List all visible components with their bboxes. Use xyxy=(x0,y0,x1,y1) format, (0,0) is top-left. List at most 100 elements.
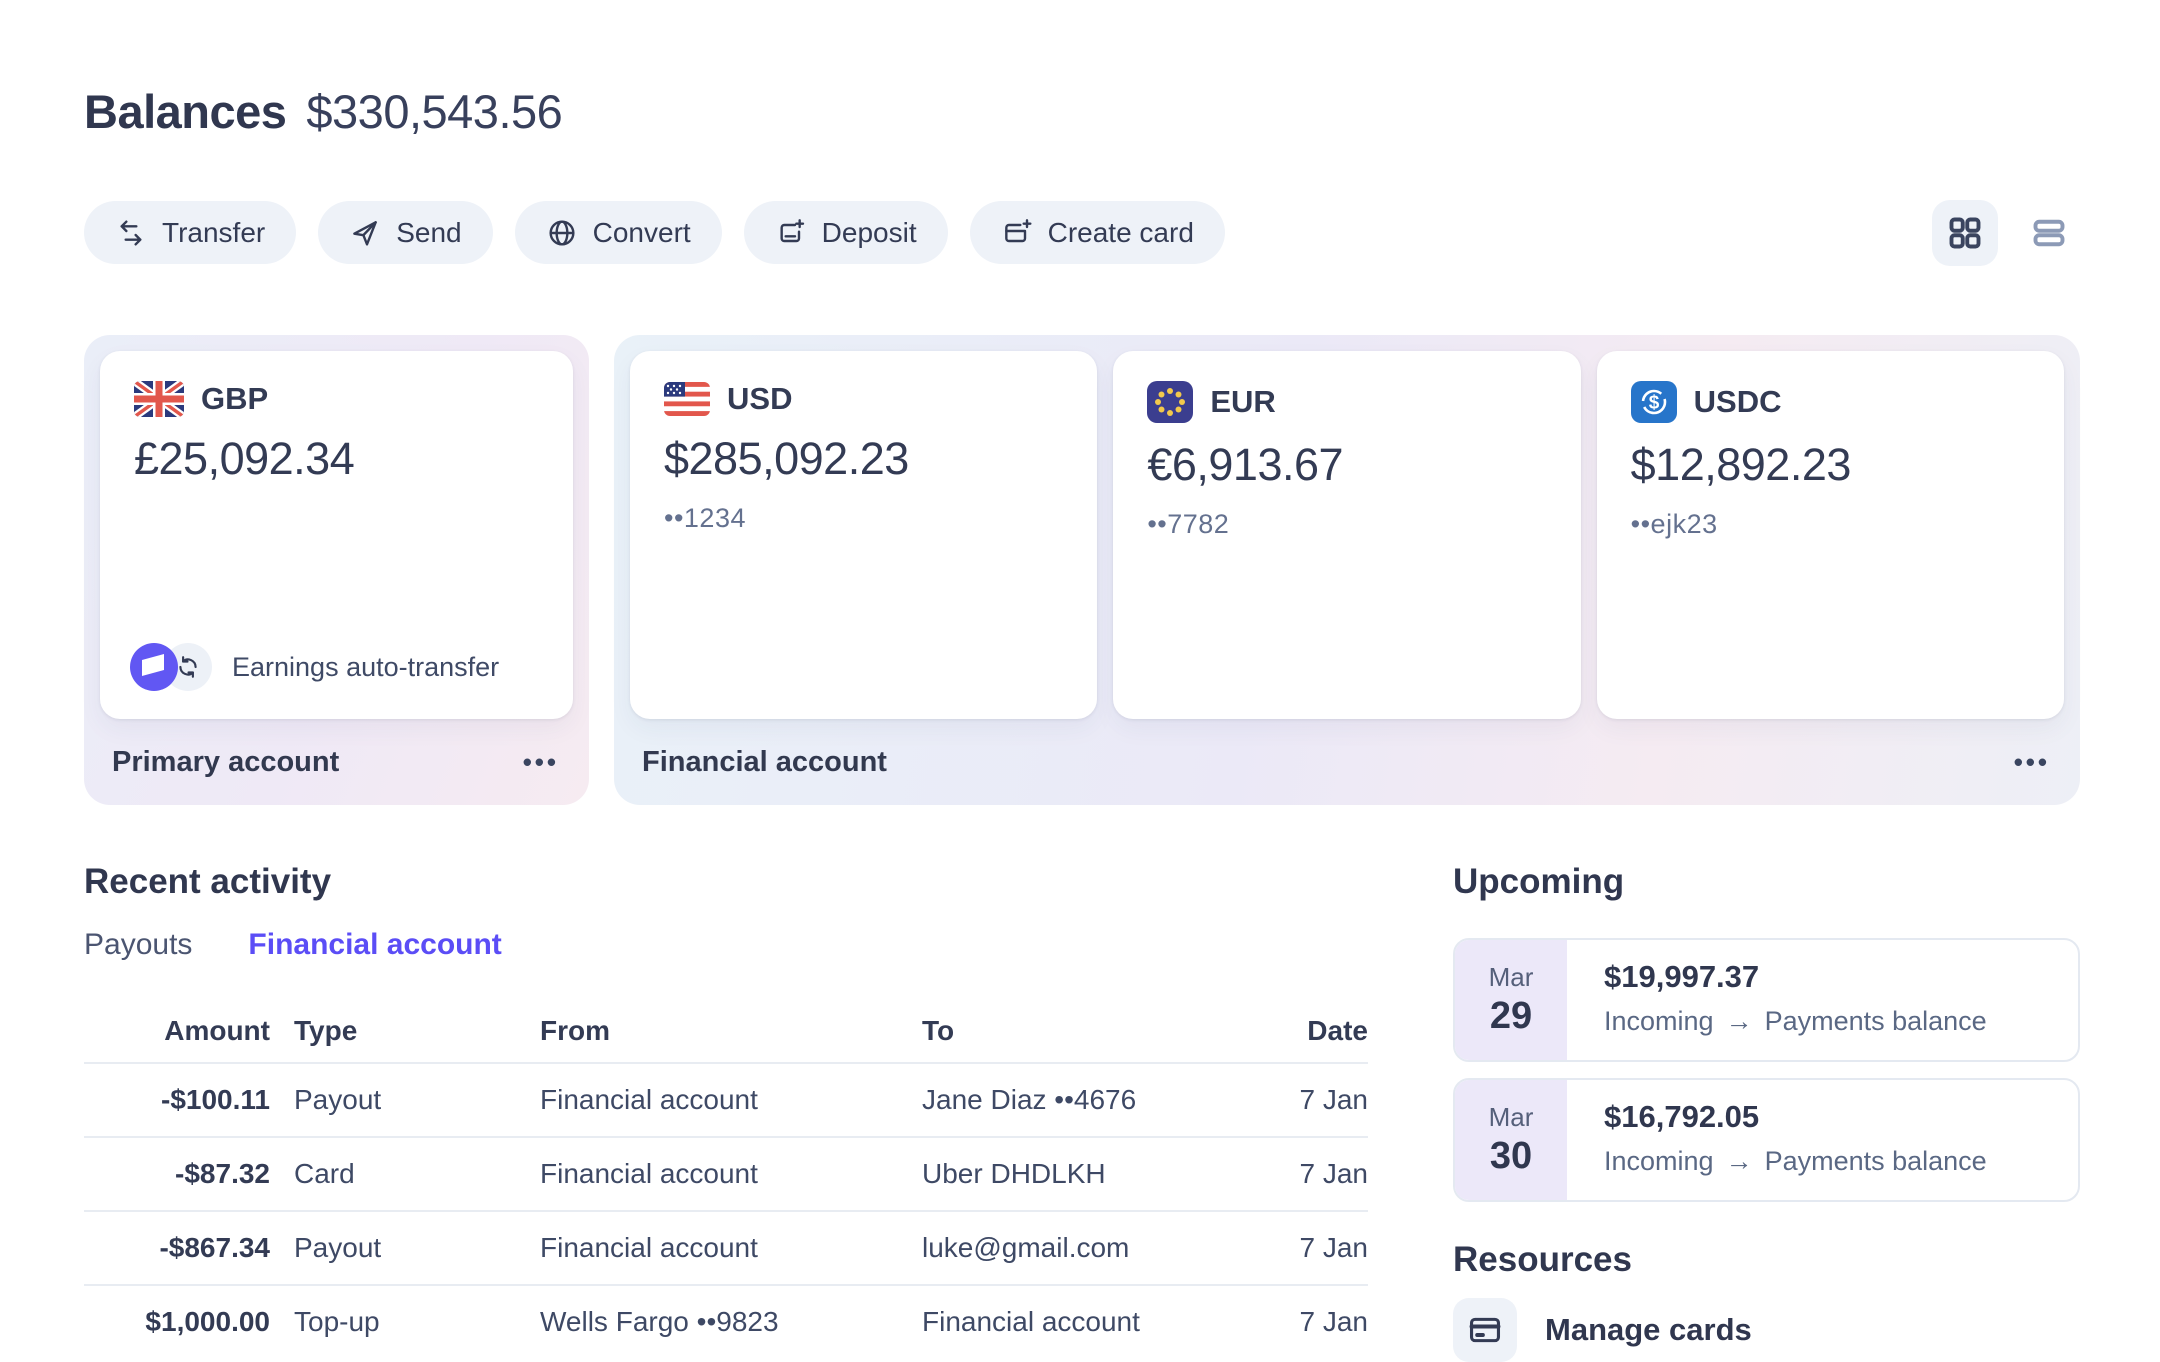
card-icon xyxy=(1453,1298,1517,1362)
tab-financial-account[interactable]: Financial account xyxy=(248,928,502,961)
transfer-icon xyxy=(120,219,142,246)
convert-button[interactable]: Convert xyxy=(514,201,722,264)
account-ref: ••7782 xyxy=(1147,509,1230,539)
grid-view-button[interactable] xyxy=(1932,200,1998,266)
upcoming-month: Mar xyxy=(1488,962,1534,992)
recent-activity-title: Recent activity xyxy=(84,862,332,901)
upcoming-day: 30 xyxy=(1489,1135,1533,1177)
upcoming-desc: Incoming → Payments balance xyxy=(1604,1146,1987,1177)
gb-flag-icon xyxy=(134,381,184,417)
list-view-icon xyxy=(2033,219,2065,247)
usdc-balance-card[interactable]: $ USDC $12,892.23 ••ejk23 xyxy=(1596,351,2064,719)
create-card-icon xyxy=(1004,218,1032,242)
upcoming-month: Mar xyxy=(1488,1102,1534,1132)
total-balance: $330,543.56 xyxy=(306,85,563,138)
col-date: Date xyxy=(1307,1015,1368,1046)
eur-balance-card[interactable]: EUR €6,913.67 ••7782 xyxy=(1113,351,1581,719)
deposit-icon xyxy=(780,218,804,242)
currency-label: GBP xyxy=(201,381,269,416)
deposit-label: Deposit xyxy=(821,216,917,248)
page-title: Balances $330,543.56 xyxy=(84,84,563,139)
eu-flag-icon xyxy=(1147,381,1194,423)
col-amount: Amount xyxy=(164,1015,270,1046)
recent-activity-tabs: Payouts Financial account xyxy=(84,928,502,962)
financial-account-menu-button[interactable]: ••• xyxy=(2013,747,2050,777)
upcoming-date: Mar 30 xyxy=(1455,1080,1567,1200)
grid-view-icon xyxy=(1949,217,1981,249)
action-bar: Transfer Send Convert Deposit xyxy=(84,201,1225,264)
convert-label: Convert xyxy=(592,216,691,248)
cell-to: Financial account xyxy=(922,1306,1140,1337)
cell-amount: $1,000.00 xyxy=(145,1306,270,1337)
transfer-button[interactable]: Transfer xyxy=(84,201,297,264)
create-card-button[interactable]: Create card xyxy=(969,201,1225,264)
balance-amount: $12,892.23 xyxy=(1630,439,1852,490)
tab-payouts[interactable]: Payouts xyxy=(84,928,193,961)
table-row[interactable]: $1,000.00 Top-up Wells Fargo ••9823 Fina… xyxy=(84,1284,1368,1358)
currency-label: USDC xyxy=(1693,384,1782,419)
upcoming-item[interactable]: Mar 29 $19,997.37 Incoming → Payments ba… xyxy=(1453,938,2080,1062)
list-view-button[interactable] xyxy=(2016,200,2082,266)
upcoming-amount: $16,792.05 xyxy=(1604,1099,1760,1134)
send-label: Send xyxy=(396,216,462,248)
view-toggle-group xyxy=(1932,200,2082,266)
svg-text:$: $ xyxy=(1648,393,1659,414)
usdc-icon: $ xyxy=(1630,381,1677,423)
activity-table: Amount Type From To Date -$100.11 Payout… xyxy=(84,1000,1368,1358)
table-row[interactable]: -$87.32 Card Financial account Uber DHDL… xyxy=(84,1136,1368,1210)
balance-amount: £25,092.34 xyxy=(134,433,355,484)
cell-date: 7 Jan xyxy=(1299,1232,1369,1263)
financial-account-group: USD $285,092.23 ••1234 EUR xyxy=(614,335,2080,805)
deposit-button[interactable]: Deposit xyxy=(743,201,948,264)
col-to: To xyxy=(922,1015,955,1046)
cell-amount: -$100.11 xyxy=(161,1084,270,1115)
merchant-logo-icon xyxy=(130,643,178,691)
arrow-right-icon: → xyxy=(1725,1146,1753,1176)
cell-from: Financial account xyxy=(540,1158,758,1189)
transfer-label: Transfer xyxy=(162,216,266,248)
create-card-label: Create card xyxy=(1047,216,1194,248)
currency-label: USD xyxy=(727,381,793,416)
col-from: From xyxy=(540,1015,610,1046)
upcoming-target: Payments balance xyxy=(1764,1006,1987,1036)
upcoming-desc: Incoming → Payments balance xyxy=(1604,1006,1987,1037)
cell-type: Top-up xyxy=(294,1306,380,1337)
upcoming-direction: Incoming xyxy=(1604,1146,1714,1176)
upcoming-item[interactable]: Mar 30 $16,792.05 Incoming → Payments ba… xyxy=(1453,1078,2080,1202)
table-row[interactable]: -$100.11 Payout Financial account Jane D… xyxy=(84,1062,1368,1136)
cell-type: Payout xyxy=(294,1232,382,1263)
cell-from: Financial account xyxy=(540,1084,758,1115)
cell-from: Financial account xyxy=(540,1232,758,1263)
manage-cards-label: Manage cards xyxy=(1545,1312,1752,1347)
account-ref: ••ejk23 xyxy=(1630,509,1718,539)
gbp-balance-card[interactable]: GBP £25,092.34 Earnings auto-transfer xyxy=(100,351,573,719)
currency-label: EUR xyxy=(1210,384,1276,419)
table-row[interactable]: -$867.34 Payout Financial account luke@g… xyxy=(84,1210,1368,1284)
balance-amount: $285,092.23 xyxy=(664,433,909,484)
usd-balance-card[interactable]: USD $285,092.23 ••1234 xyxy=(630,351,1098,719)
cell-to: Jane Diaz ••4676 xyxy=(922,1084,1137,1115)
us-flag-icon xyxy=(664,382,710,416)
cell-type: Payout xyxy=(294,1084,382,1115)
cell-type: Card xyxy=(294,1158,355,1189)
manage-cards-link[interactable]: Manage cards xyxy=(1453,1298,1752,1362)
cell-date: 7 Jan xyxy=(1299,1084,1369,1115)
cell-amount: -$867.34 xyxy=(159,1232,270,1263)
group-label: Primary account xyxy=(112,745,340,778)
arrow-right-icon: → xyxy=(1725,1006,1753,1036)
cell-to: luke@gmail.com xyxy=(922,1232,1130,1263)
account-ref: ••1234 xyxy=(664,503,746,533)
cell-amount: -$87.32 xyxy=(175,1158,270,1189)
resources-title: Resources xyxy=(1453,1240,1632,1279)
cell-to: Uber DHDLKH xyxy=(922,1158,1106,1189)
group-label: Financial account xyxy=(642,745,887,778)
upcoming-amount: $19,997.37 xyxy=(1604,959,1760,994)
upcoming-direction: Incoming xyxy=(1604,1006,1714,1036)
send-button[interactable]: Send xyxy=(318,201,493,264)
primary-account-menu-button[interactable]: ••• xyxy=(522,747,559,777)
col-type: Type xyxy=(294,1015,358,1046)
upcoming-day: 29 xyxy=(1489,995,1533,1037)
cell-from: Wells Fargo ••9823 xyxy=(540,1306,779,1337)
cell-date: 7 Jan xyxy=(1299,1306,1369,1337)
upcoming-title: Upcoming xyxy=(1453,862,1625,901)
